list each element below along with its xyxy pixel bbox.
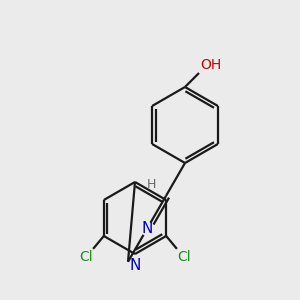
Text: OH: OH — [200, 58, 221, 72]
Text: Cl: Cl — [79, 250, 93, 264]
Text: N: N — [141, 221, 153, 236]
Text: N: N — [129, 258, 141, 273]
Text: H: H — [147, 178, 156, 191]
Text: Cl: Cl — [177, 250, 191, 264]
